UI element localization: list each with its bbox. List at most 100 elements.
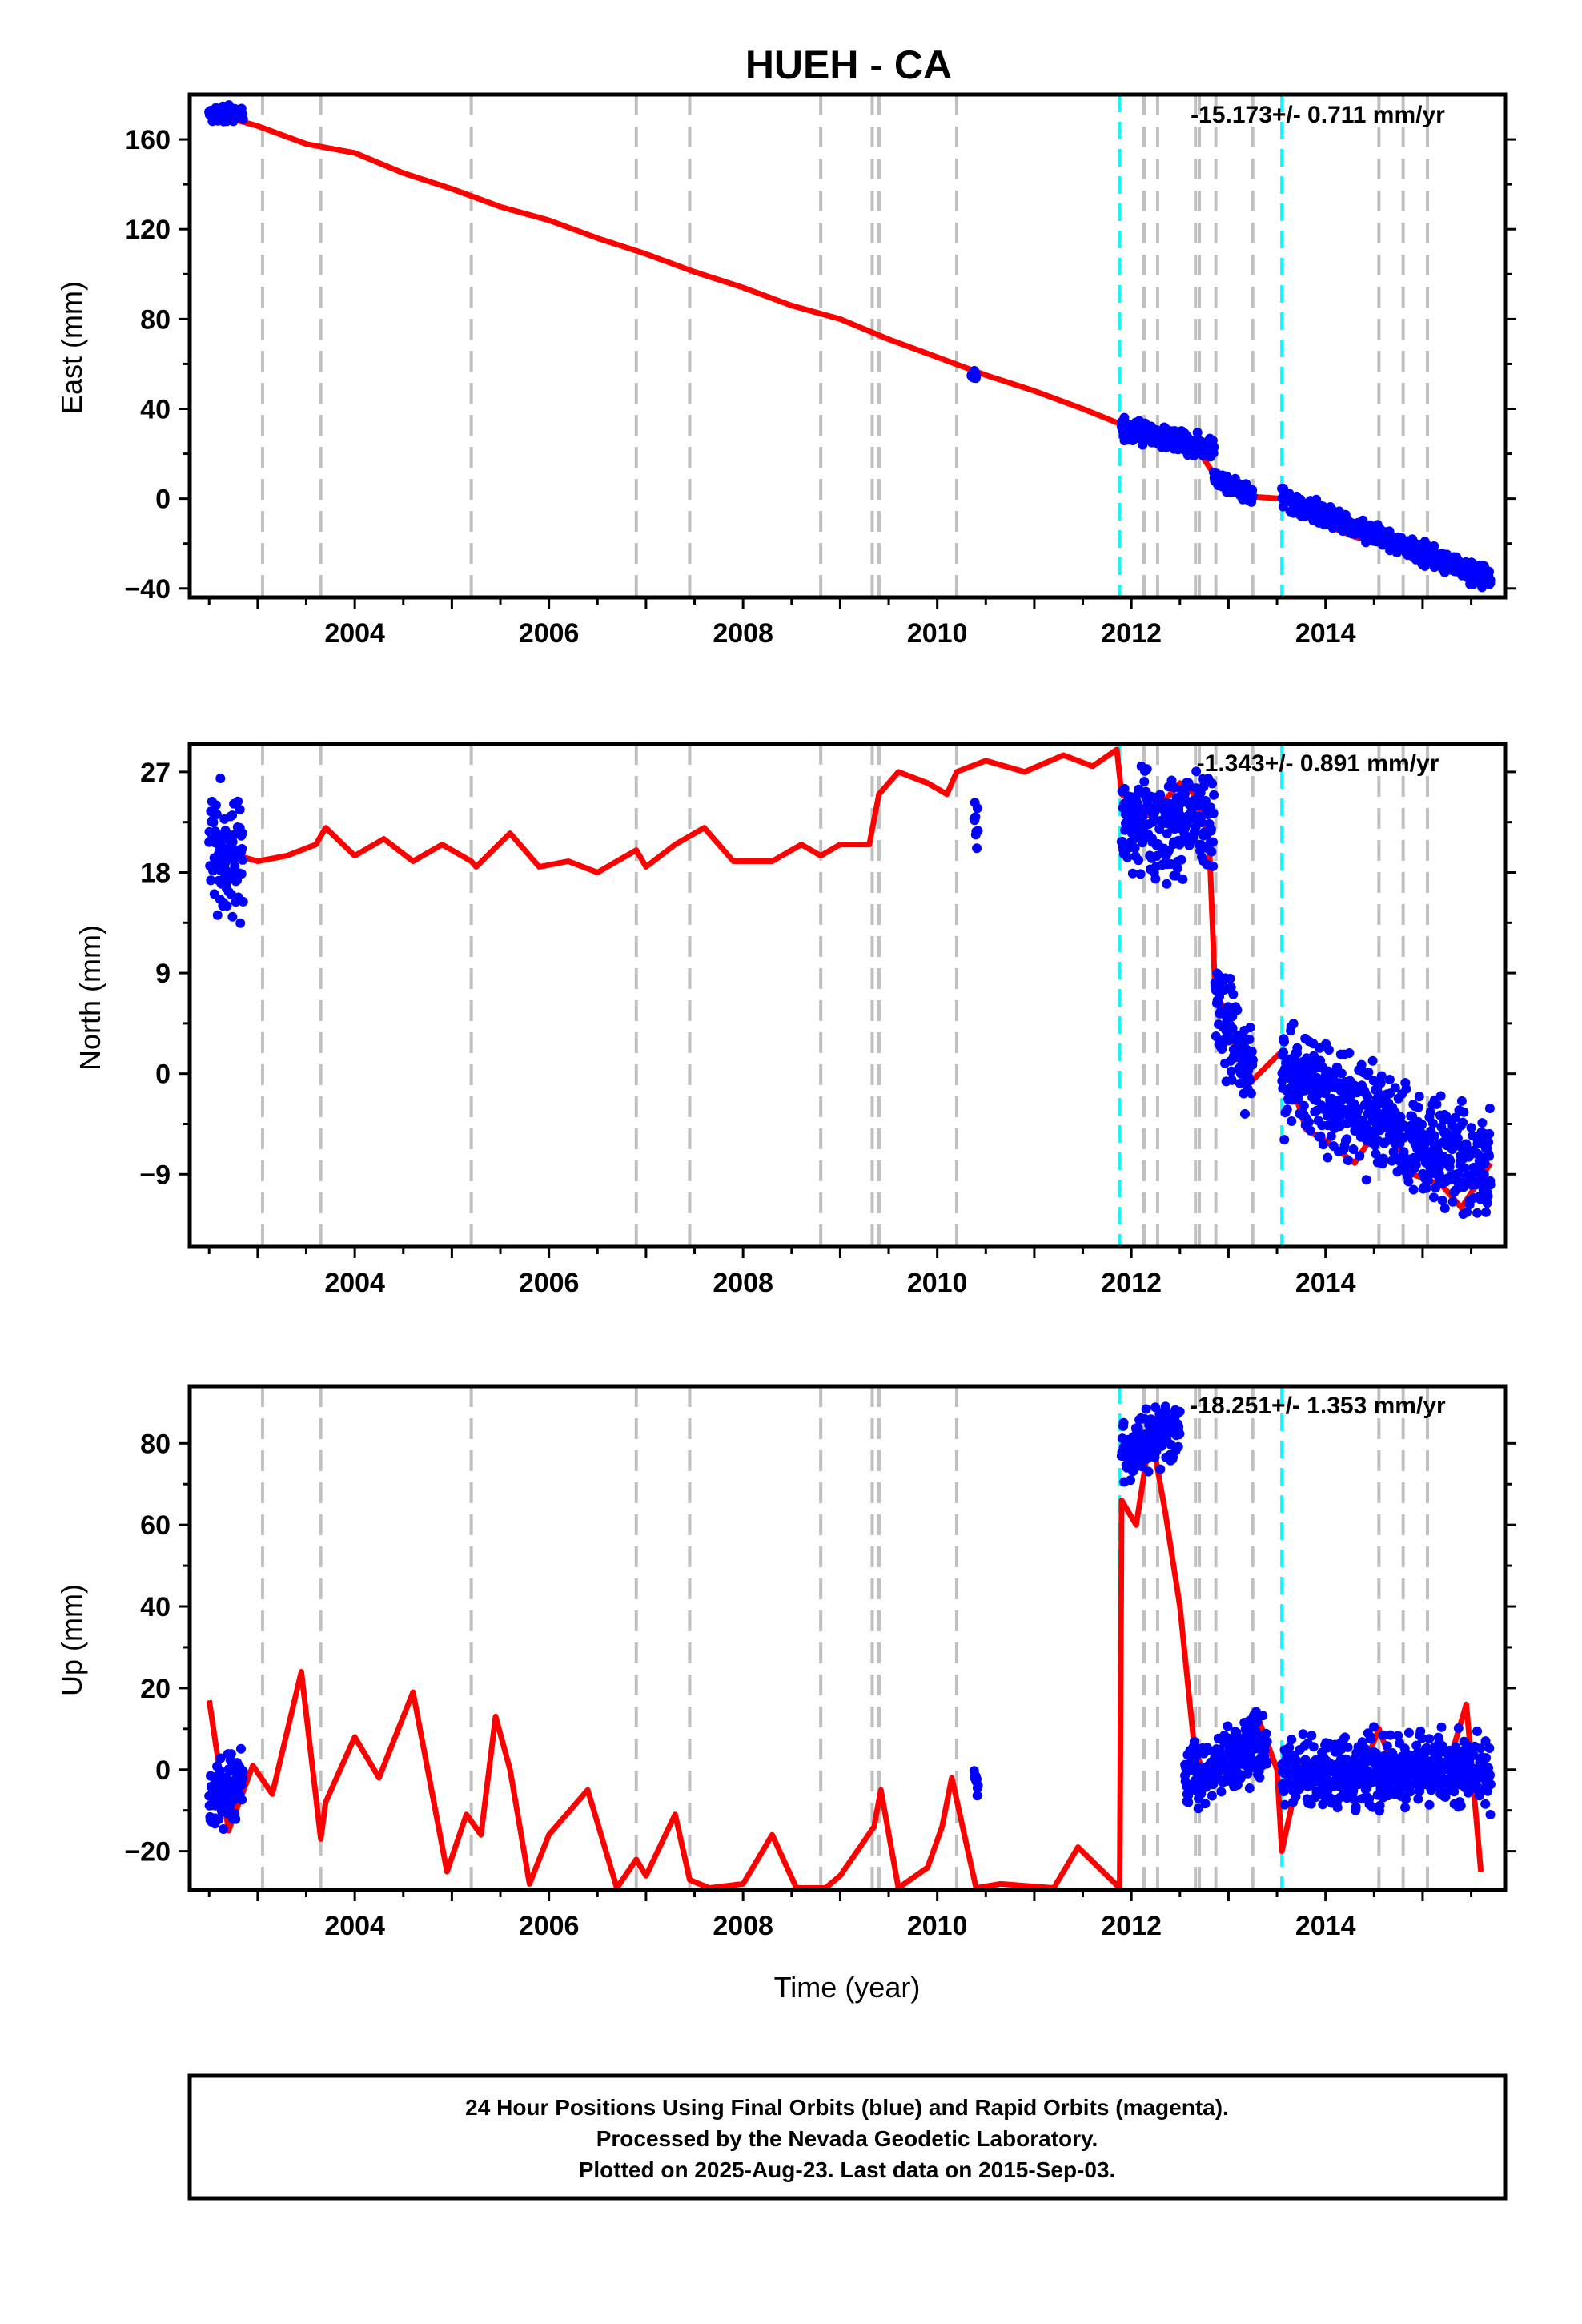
data-point	[1189, 1736, 1199, 1747]
data-point	[1216, 1787, 1227, 1797]
data-point	[1246, 1088, 1256, 1099]
data-point	[1484, 1137, 1494, 1148]
data-point	[1255, 1772, 1265, 1783]
data-point	[970, 812, 981, 822]
data-point	[1361, 1175, 1371, 1185]
data-point	[227, 837, 238, 847]
data-point	[973, 826, 983, 836]
data-point	[1447, 1196, 1458, 1207]
footer-line-1: 24 Hour Positions Using Final Orbits (bl…	[465, 2095, 1229, 2120]
data-point	[1287, 1116, 1297, 1126]
data-point	[1279, 1135, 1290, 1145]
data-point	[1342, 1134, 1352, 1144]
data-point	[1306, 1799, 1316, 1809]
x-tick-label: 2010	[907, 1268, 968, 1298]
data-point	[1155, 790, 1166, 800]
data-point	[1422, 1743, 1432, 1753]
data-point	[1135, 869, 1146, 879]
data-point	[1425, 1107, 1435, 1117]
data-point	[1211, 1031, 1221, 1041]
data-point	[1207, 778, 1217, 789]
data-point	[1375, 1078, 1386, 1088]
data-point	[1461, 1140, 1472, 1150]
x-tick-label: 2014	[1295, 1268, 1356, 1298]
chart-title: HUEH - CA	[745, 42, 952, 87]
up-points-layer	[204, 1401, 1496, 1834]
data-point	[1456, 1096, 1467, 1106]
data-point	[1476, 1743, 1486, 1754]
data-point	[1466, 1123, 1476, 1133]
y-tick-label: 40	[140, 1592, 171, 1622]
data-point	[1468, 1751, 1479, 1760]
data-point	[1199, 782, 1209, 792]
x-tick-label: 2008	[713, 1911, 773, 1941]
data-point	[1458, 1117, 1468, 1128]
data-point	[1485, 1770, 1495, 1780]
data-point	[1424, 1734, 1435, 1744]
data-point	[231, 1814, 241, 1824]
data-point	[1480, 1799, 1491, 1809]
north-rate-label: -1.343+/- 0.891 mm/yr	[1197, 750, 1439, 777]
data-point	[1417, 1120, 1427, 1129]
data-point	[1303, 1117, 1314, 1128]
north-y-axis-label: North (mm)	[74, 925, 106, 1071]
data-point	[1480, 1158, 1490, 1168]
data-point	[1384, 1075, 1395, 1084]
x-tick-label: 2008	[713, 1268, 773, 1298]
y-tick-label: 60	[140, 1510, 171, 1541]
data-point	[1150, 874, 1161, 884]
data-point	[211, 810, 222, 819]
data-point	[211, 800, 221, 810]
data-point	[1155, 1464, 1166, 1474]
footer-line-3: Plotted on 2025-Aug-23. Last data on 201…	[579, 2157, 1116, 2182]
data-point	[1209, 790, 1219, 800]
data-point	[972, 803, 982, 814]
east-points-layer	[204, 100, 1496, 593]
east-panel: 2004 2006 2008 2010 2012 2014 −40 0 40 80 120 160 -…	[55, 92, 1516, 649]
x-tick-label: 2004	[324, 1911, 385, 1941]
data-point	[215, 1766, 225, 1776]
data-point	[1363, 1067, 1374, 1077]
data-point	[210, 826, 220, 837]
data-point	[1208, 861, 1219, 871]
data-point	[1258, 1711, 1268, 1721]
up-panel: 2004 2006 2008 2010 2012 2014 −20 0 20 40 60 80 -18…	[55, 1384, 1516, 2004]
up-rate-label: -18.251+/- 1.353 mm/yr	[1190, 1393, 1446, 1419]
data-point	[1287, 1735, 1297, 1745]
x-tick-label: 2012	[1101, 1268, 1162, 1298]
data-point	[1424, 1799, 1435, 1810]
data-point	[1200, 1799, 1211, 1809]
data-point	[1311, 1063, 1321, 1073]
data-point	[1403, 1176, 1414, 1187]
data-point	[1343, 1742, 1353, 1752]
y-tick-label: 18	[140, 858, 171, 888]
data-point	[1122, 852, 1133, 862]
data-point	[1227, 1023, 1238, 1034]
data-point	[1403, 1727, 1414, 1738]
data-point	[1449, 1787, 1460, 1797]
data-point	[233, 796, 243, 806]
data-point	[1244, 1075, 1255, 1085]
data-point	[1421, 1183, 1431, 1193]
y-tick-label: 160	[125, 125, 171, 155]
data-point	[1376, 1071, 1387, 1081]
north-points-layer	[204, 761, 1496, 1219]
data-point	[1141, 1404, 1151, 1414]
data-point	[1142, 764, 1152, 774]
up-axes: 2004 2006 2008 2010 2012 2014 −20 0 20 40 60 80	[124, 1384, 1516, 1941]
data-point	[1247, 1055, 1258, 1065]
data-point	[1378, 1730, 1388, 1740]
plot-frame	[187, 742, 1508, 1249]
data-point	[1174, 1406, 1185, 1417]
data-point	[215, 1753, 226, 1763]
data-point	[236, 869, 247, 879]
data-point	[1288, 1019, 1299, 1029]
data-point	[1206, 824, 1216, 834]
data-point	[1245, 1023, 1255, 1033]
y-tick-label: 0	[155, 1755, 171, 1786]
data-point	[1173, 1441, 1183, 1452]
data-point	[1170, 782, 1180, 793]
model-series-line	[207, 746, 1493, 1211]
data-point	[212, 910, 223, 920]
data-point	[1326, 1131, 1336, 1141]
